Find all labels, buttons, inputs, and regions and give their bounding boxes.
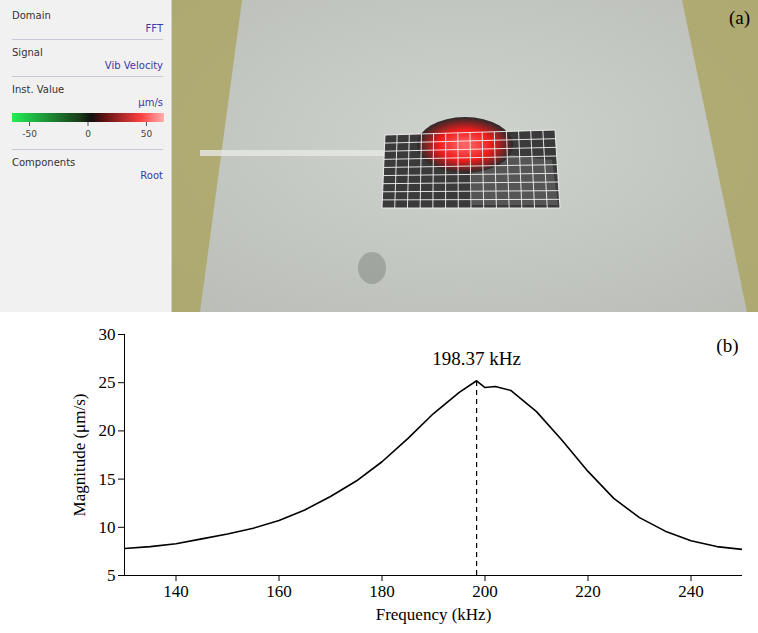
svg-text:30: 30	[99, 325, 116, 344]
svg-text:240: 240	[678, 582, 704, 601]
html-text:Domain: Domain	[12, 10, 51, 21]
svg-text:-50: -50	[22, 129, 37, 139]
svg-text:(a): (a)	[729, 7, 750, 29]
html-text:FFT: FFT	[145, 23, 163, 34]
svg-text:220: 220	[575, 582, 601, 601]
svg-text:10: 10	[99, 518, 116, 537]
html-text:Vib Velocity: Vib Velocity	[104, 60, 163, 71]
svg-text:0: 0	[85, 129, 91, 139]
svg-text:20: 20	[99, 421, 116, 440]
html-text:µm/s: µm/s	[138, 97, 163, 108]
svg-text:15: 15	[99, 470, 116, 489]
html-text:Root: Root	[140, 170, 163, 181]
svg-text:25: 25	[99, 373, 116, 392]
svg-text:180: 180	[369, 582, 395, 601]
svg-text:140: 140	[163, 582, 189, 601]
svg-text:(b): (b)	[716, 335, 738, 357]
html-text:Signal: Signal	[12, 47, 43, 58]
svg-text:50: 50	[141, 129, 153, 139]
svg-text:Frequency (kHz): Frequency (kHz)	[376, 605, 492, 624]
svg-text:5: 5	[107, 566, 116, 585]
html-text:Components: Components	[12, 157, 76, 168]
html-text:Inst. Value: Inst. Value	[12, 84, 65, 95]
svg-text:200: 200	[472, 582, 498, 601]
svg-text:198.37 kHz: 198.37 kHz	[432, 348, 521, 369]
svg-text:160: 160	[266, 582, 292, 601]
svg-text:Magnitude (μm/s): Magnitude (μm/s)	[70, 394, 89, 517]
